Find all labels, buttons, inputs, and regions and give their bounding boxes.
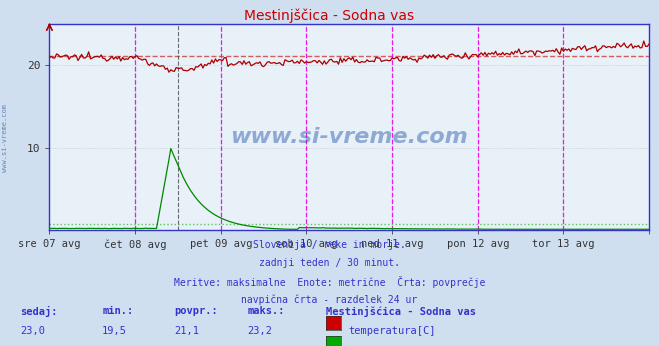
Text: Meritve: maksimalne  Enote: metrične  Črta: povprečje: Meritve: maksimalne Enote: metrične Črta… <box>174 276 485 289</box>
Text: povpr.:: povpr.: <box>175 306 218 316</box>
Text: 21,1: 21,1 <box>175 326 200 336</box>
Text: temperatura[C]: temperatura[C] <box>348 326 436 336</box>
Text: 23,2: 23,2 <box>247 326 272 336</box>
Text: Mestinjšćica - Sodna vas: Mestinjšćica - Sodna vas <box>326 306 476 317</box>
Text: min.:: min.: <box>102 306 133 316</box>
Text: www.si-vreme.com: www.si-vreme.com <box>2 104 9 172</box>
Text: zadnji teden / 30 minut.: zadnji teden / 30 minut. <box>259 258 400 268</box>
Text: sedaj:: sedaj: <box>20 306 57 317</box>
Text: Mestinjščica - Sodna vas: Mestinjščica - Sodna vas <box>244 9 415 23</box>
Text: Slovenija / reke in morje.: Slovenija / reke in morje. <box>253 240 406 251</box>
Text: maks.:: maks.: <box>247 306 285 316</box>
Text: navpična črta - razdelek 24 ur: navpična črta - razdelek 24 ur <box>241 294 418 305</box>
Text: 19,5: 19,5 <box>102 326 127 336</box>
Text: www.si-vreme.com: www.si-vreme.com <box>231 127 468 147</box>
Text: 23,0: 23,0 <box>20 326 45 336</box>
